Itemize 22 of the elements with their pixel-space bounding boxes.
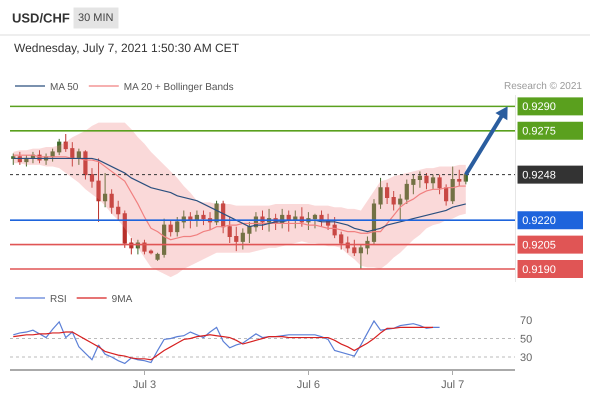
text: 30 MIN — [78, 12, 114, 24]
y-tick-label: 0.9190 — [522, 264, 556, 276]
y-tick-label: 0.9275 — [522, 126, 556, 138]
y-tick-label: 50 — [520, 333, 532, 346]
legend-label: RSI — [50, 294, 67, 305]
line-series — [12, 326, 434, 360]
legend-label: 9MA — [112, 294, 133, 305]
x-tick-label: Jul 7 — [441, 379, 464, 392]
legend-label: MA 50 — [50, 82, 79, 93]
chart-title: USD/CHF — [12, 10, 70, 26]
text: Research © 2021 — [504, 81, 582, 92]
y-tick-label: 70 — [520, 314, 532, 327]
y-tick-label: 30 — [520, 352, 532, 364]
y-tick-label: 0.9220 — [522, 215, 556, 228]
x-tick-label: Jul 6 — [296, 379, 320, 392]
x-tick-label: Jul 3 — [132, 379, 156, 392]
y-tick-label: 0.9205 — [522, 239, 556, 252]
legend-label: MA 20 + Bollinger Bands — [124, 82, 234, 93]
chart-subtitle: Wednesday, July 7, 2021 1:50:30 AM CET — [14, 41, 240, 55]
line-series — [12, 320, 440, 364]
y-tick-label: 0.9248 — [522, 170, 556, 182]
y-tick-label: 0.9290 — [522, 101, 556, 114]
